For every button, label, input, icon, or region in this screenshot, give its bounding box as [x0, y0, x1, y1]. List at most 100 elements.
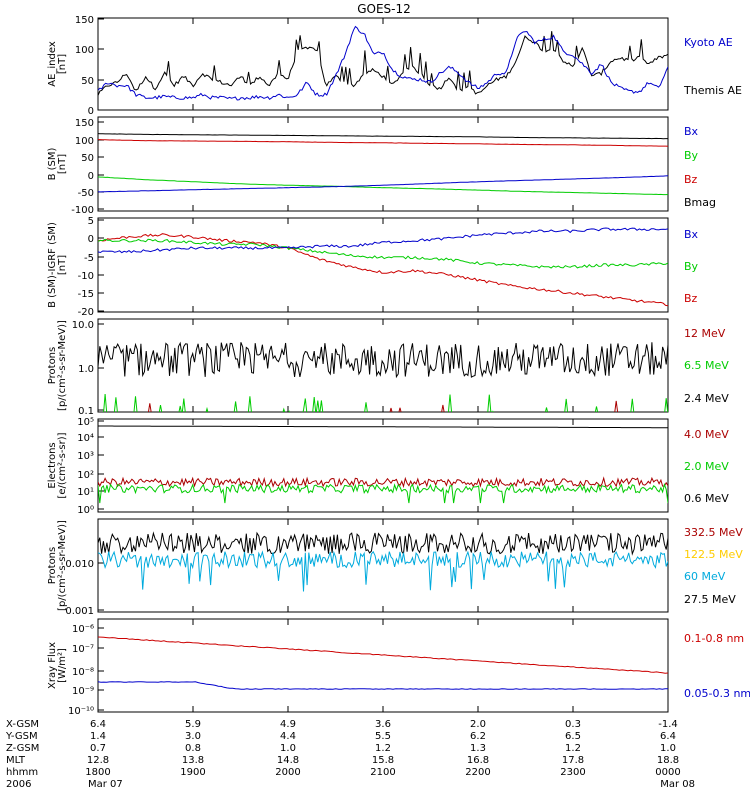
y-tick-label: 10.0	[72, 320, 94, 331]
y-tick-label: -20	[78, 307, 94, 318]
series-line	[98, 31, 668, 96]
y-axis-label: B (SM)-IGRF (SM)	[47, 222, 58, 308]
y-tick-label: -50	[78, 188, 94, 199]
y-tick-label: 0	[88, 234, 94, 245]
panel-bsmigrf: -20 -15 -10 -5 0 5 B (SM)-IGRF (SM) [nT] Bx By Bz	[47, 216, 699, 318]
footer-row-label: MLT	[6, 755, 26, 766]
legend-entry: 332.5 MeV	[684, 526, 743, 539]
footer-value: 1.3	[470, 743, 486, 754]
footer-value: 4.4	[280, 731, 296, 742]
footer-value: 1.2	[375, 743, 391, 754]
footer-value: 2100	[370, 767, 395, 778]
y-tick-label: 10¹	[77, 487, 94, 498]
footer-row-label: Y-GSM	[5, 731, 38, 742]
footer-value: 5.9	[185, 719, 201, 730]
footer-value: 0.7	[90, 743, 106, 754]
legend-entry: By	[684, 149, 699, 162]
panel-frame	[97, 618, 669, 713]
footer-value: 6.2	[470, 731, 486, 742]
panel-frame	[97, 116, 669, 212]
footer-value: 6.4	[90, 719, 106, 730]
y-tick-label: 10⁻⁷	[72, 644, 94, 655]
y-tick-label: 150	[75, 118, 94, 129]
legend-entry: 60 MeV	[684, 570, 726, 583]
footer-value: 3.0	[185, 731, 201, 742]
footer-value: 0000	[655, 767, 680, 778]
footer-value: 1800	[85, 767, 110, 778]
footer-value: 0.8	[185, 743, 201, 754]
y-tick-label: 5	[88, 216, 94, 227]
panel-ae: 0 50 100 150 AE_index [nT] Kyoto AE Themis AE	[47, 15, 742, 117]
legend-entry: 122.5 MeV	[684, 548, 743, 561]
y-tick-label: 10⁻⁸	[72, 667, 94, 678]
footer-value: 18.8	[657, 755, 679, 766]
y-tick-label: 0	[88, 106, 94, 117]
series-line	[98, 238, 668, 269]
y-tick-label: 10⁻⁹	[72, 686, 94, 697]
series-line	[98, 227, 668, 254]
y-tick-label: -10	[78, 271, 94, 282]
footer-value: 6.5	[565, 731, 581, 742]
y-axis-label: Protons	[47, 547, 58, 584]
chart-title: GOES-12	[357, 2, 411, 16]
series-line	[98, 176, 668, 196]
footer-value: 2000	[275, 767, 300, 778]
footer-value: 16.8	[467, 755, 489, 766]
y-tick-label: 1.0	[78, 364, 94, 375]
panel-protons1: 0.1 1.0 10.0 Protons [p/(cm²-s-sr-MeV)] 12 Me…	[47, 318, 729, 417]
y-tick-label: 100	[75, 45, 94, 56]
series-line	[98, 476, 668, 489]
footer-value: 13.8	[182, 755, 204, 766]
y-axis-label: [e/(cm²-s-sr)]	[57, 432, 68, 498]
footer-row-label: Z-GSM	[6, 743, 39, 754]
legend-entry: 12 MeV	[684, 327, 726, 340]
footer-value: 5.5	[375, 731, 391, 742]
y-tick-label: -100	[71, 205, 94, 216]
footer-value: 2200	[465, 767, 490, 778]
series-line	[98, 425, 668, 429]
legend-entry: By	[684, 260, 699, 273]
y-tick-label: 150	[75, 15, 94, 26]
footer-value: 4.9	[280, 719, 296, 730]
panel-frame	[97, 217, 669, 313]
y-axis-label: [nT]	[57, 54, 68, 74]
footer-value: 17.8	[562, 755, 584, 766]
footer-value: 1900	[180, 767, 205, 778]
y-tick-label: 10⁻⁶	[72, 624, 94, 635]
legend-entry: Bmag	[684, 196, 716, 209]
footer-value: Mar 07	[88, 779, 123, 790]
series-line	[98, 482, 668, 504]
footer-value: 15.8	[372, 755, 394, 766]
footer-value: 1.0	[660, 743, 676, 754]
y-axis-label: Protons	[47, 347, 58, 384]
y-axis-label: Electrons	[47, 442, 58, 488]
footer-value: 12.8	[87, 755, 109, 766]
y-tick-label: 0.001	[65, 606, 94, 617]
panel-bsm: -100 -50 0 50 100 150 B (SM) [nT] Bx By Bz Bmag	[47, 116, 716, 216]
y-tick-label: 50	[81, 76, 94, 87]
footer-value: 2.0	[470, 719, 486, 730]
footer-value: 1.4	[90, 731, 106, 742]
footer-row-label: X-GSM	[6, 719, 39, 730]
panel-frame	[97, 518, 669, 613]
footer-value: 1.0	[280, 743, 296, 754]
legend-entry: Bz	[684, 173, 698, 186]
footer-value: 2300	[560, 767, 585, 778]
series-line	[98, 636, 668, 674]
legend-entry: 6.5 MeV	[684, 359, 729, 372]
footer-value: 14.8	[277, 755, 299, 766]
y-tick-label: 0.010	[65, 559, 94, 570]
series-line	[98, 139, 668, 147]
y-tick-label: 10⁻¹⁰	[68, 706, 94, 717]
panel-protons2: 0.001 0.010 Protons [p/(cm²-s-sr-MeV)] 332.5…	[47, 518, 743, 617]
footer-value: 3.6	[375, 719, 391, 730]
y-tick-label: 10³	[77, 451, 94, 462]
y-axis-label: [p/(cm²-s-sr-MeV)]	[57, 520, 68, 611]
footer-value: 0.3	[565, 719, 581, 730]
footer-row-label: hhmm	[6, 767, 38, 778]
y-tick-label: 0	[88, 171, 94, 182]
y-axis-label: [nT]	[57, 255, 68, 275]
series-line	[98, 341, 668, 379]
